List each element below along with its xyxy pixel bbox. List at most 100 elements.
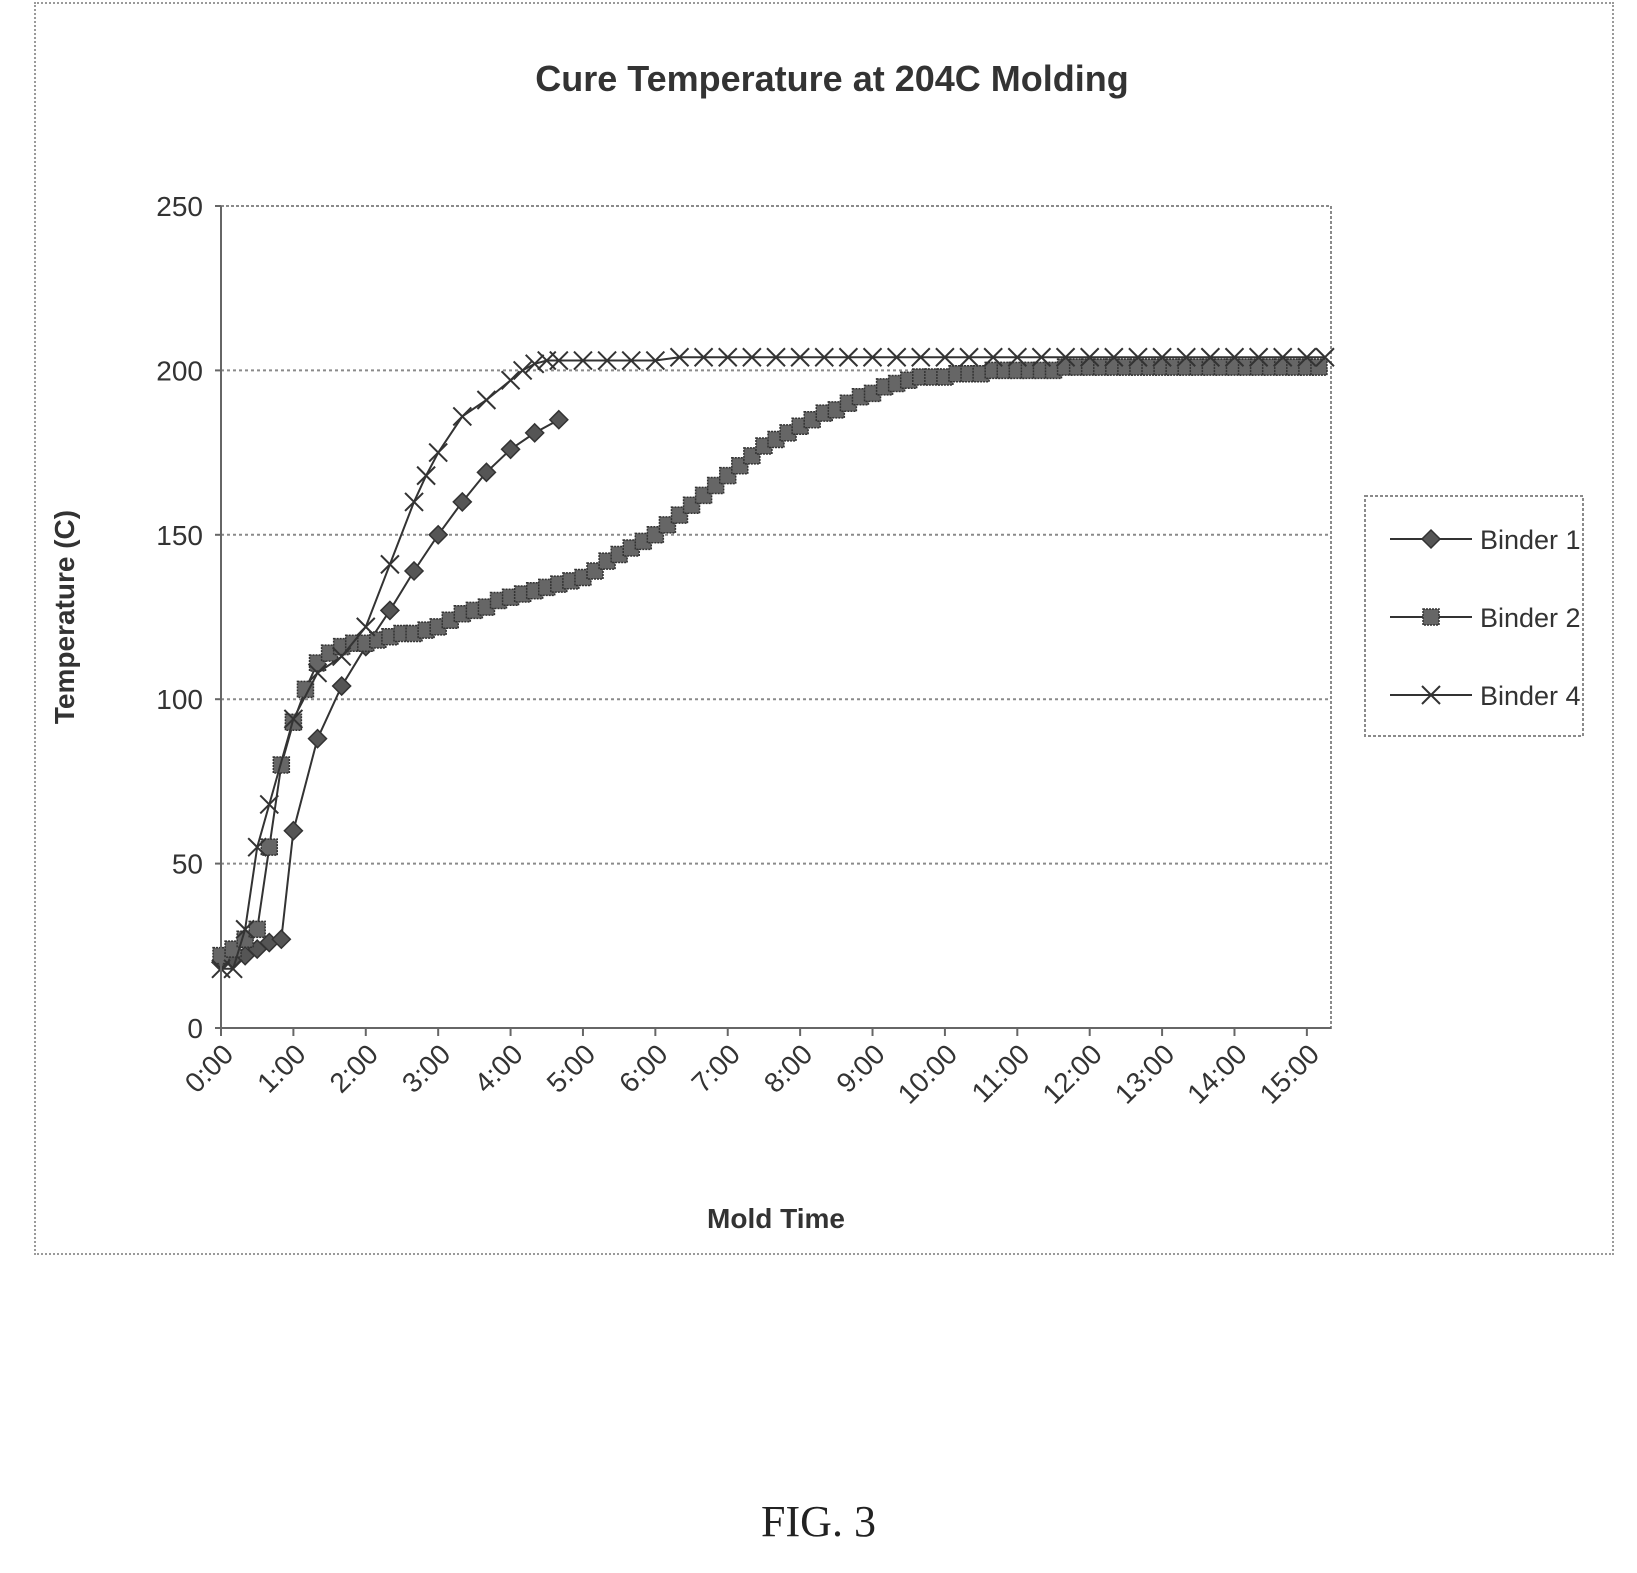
figure-caption: FIG. 3	[761, 1497, 876, 1546]
data-point-binder-4	[1031, 347, 1052, 367]
data-point-binder-4	[669, 347, 690, 367]
data-point-binder-2	[586, 562, 604, 580]
data-point-binder-1	[548, 409, 569, 430]
data-point-binder-4	[1176, 347, 1196, 367]
data-point-binder-4	[1273, 347, 1293, 367]
data-point-binder-2	[743, 447, 761, 465]
data-point-binder-4	[886, 347, 907, 367]
data-point-binder-4	[476, 390, 497, 410]
data-point-binder-2	[694, 486, 713, 505]
data-point-binder-1	[476, 462, 497, 483]
x-axis-label: Mold Time	[707, 1203, 845, 1234]
data-point-binder-4	[621, 350, 641, 371]
data-point-binder-4	[1248, 347, 1269, 367]
data-point-binder-1	[428, 524, 449, 545]
data-point-binder-4	[1128, 347, 1148, 367]
y-tick-label: 150	[156, 520, 203, 551]
data-point-binder-2	[718, 466, 737, 485]
data-point-binder-4	[862, 347, 883, 367]
data-point-binder-4	[1007, 347, 1028, 367]
legend-item-binder-2: Binder 2	[1390, 603, 1581, 633]
data-point-binder-4	[356, 617, 376, 637]
data-point-binder-2	[260, 838, 279, 856]
plot-area	[220, 205, 1332, 1029]
y-axis-ticks: 0 50 100 150 200 250	[156, 191, 221, 1044]
chart-svg: Cure Temperature at 204C Molding 0 50 100 1…	[49, 58, 1584, 1234]
data-point-binder-4	[1297, 347, 1317, 367]
series-binder-2	[212, 358, 1328, 965]
x-tick-label: 7:00	[686, 1038, 746, 1098]
legend-items: Binder 1 Binder 2 Binder 4	[1390, 525, 1581, 711]
data-point-binder-2	[308, 654, 327, 672]
data-point-binder-4	[935, 347, 955, 367]
x-tick-label: 4:00	[468, 1038, 528, 1098]
data-point-binder-4	[1224, 347, 1245, 367]
data-point-binder-4	[597, 350, 617, 371]
x-tick-label: 11:00	[966, 1038, 1036, 1108]
data-point-binder-4	[693, 347, 714, 367]
data-point-binder-4	[331, 646, 352, 667]
y-axis-label: Temperature (C)	[49, 510, 80, 724]
data-point-binder-2	[658, 516, 677, 534]
data-point-binder-4	[911, 347, 931, 367]
legend: Binder 1 Binder 2 Binder 4	[1364, 495, 1584, 737]
data-point-binder-4	[959, 347, 979, 367]
x-tick-label: 14:00	[1181, 1038, 1252, 1109]
x-tick-label: 9:00	[830, 1038, 890, 1098]
data-point-binder-4	[380, 554, 400, 575]
y-tick-label: 200	[156, 355, 203, 386]
legend-item-binder-1: Binder 1	[1390, 525, 1581, 555]
data-point-binder-4	[223, 959, 243, 979]
legend-marker	[1420, 528, 1442, 550]
x-axis-ticks: 0:00 1:00 2:00 3:00 4:00 5:00 6:00 7:00 8:00 9:00…	[179, 1028, 1325, 1110]
data-point-binder-4	[1152, 347, 1172, 367]
x-tick-label: 0:00	[179, 1038, 239, 1098]
data-point-binder-4	[742, 347, 762, 367]
data-point-binder-1	[452, 491, 473, 512]
data-point-binder-4	[1104, 347, 1124, 367]
data-point-binder-4	[428, 442, 448, 463]
data-point-binder-4	[512, 360, 533, 381]
data-point-binder-4	[983, 347, 1003, 367]
data-point-binder-1	[271, 929, 292, 950]
legend-label: Binder 1	[1480, 525, 1581, 555]
data-point-binder-2	[646, 526, 665, 544]
x-tick-label: 10:00	[892, 1038, 963, 1109]
data-point-binder-4	[838, 347, 859, 367]
data-point-binder-4	[1200, 347, 1221, 367]
data-point-binder-4	[247, 837, 267, 857]
data-point-binder-4	[645, 350, 666, 371]
data-point-binder-1	[283, 820, 304, 841]
legend-marker	[1422, 608, 1440, 626]
data-point-binder-2	[248, 920, 266, 939]
data-point-binder-2	[670, 506, 689, 524]
data-point-binder-4	[259, 794, 279, 815]
data-point-binder-4	[307, 663, 328, 683]
data-point-binder-4	[1055, 347, 1076, 367]
x-tick-label: 12:00	[1036, 1038, 1107, 1109]
data-point-binder-4	[790, 347, 810, 367]
data-point-binder-1	[379, 600, 400, 621]
data-point-binder-4	[718, 347, 738, 367]
y-tick-label: 100	[156, 684, 203, 715]
series-line-binder-4	[221, 356, 1325, 970]
data-point-binder-2	[682, 496, 701, 514]
y-tick-label: 0	[187, 1013, 203, 1044]
data-point-binder-4	[1315, 347, 1335, 367]
data-point-binder-4	[404, 492, 424, 512]
data-point-binder-1	[307, 728, 328, 749]
data-point-binder-4	[814, 347, 834, 367]
data-point-binder-4	[573, 350, 593, 371]
x-tick-label: 8:00	[758, 1038, 818, 1098]
x-tick-label: 13:00	[1109, 1038, 1180, 1109]
data-point-binder-1	[524, 422, 545, 443]
x-tick-label: 15:00	[1254, 1038, 1325, 1109]
legend-label: Binder 2	[1480, 603, 1581, 633]
data-point-binder-4	[1079, 347, 1100, 367]
x-tick-label: 3:00	[396, 1038, 456, 1098]
series-binder-4	[211, 347, 1335, 979]
chart-title: Cure Temperature at 204C Molding	[535, 58, 1128, 99]
data-point-binder-4	[500, 370, 521, 390]
data-point-binder-2	[731, 457, 749, 475]
data-point-binder-4	[524, 354, 545, 374]
